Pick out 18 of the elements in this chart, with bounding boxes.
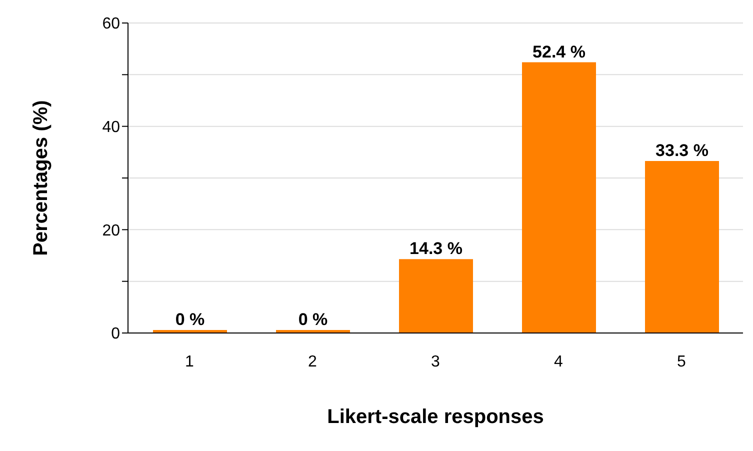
data-label: 0 % <box>175 310 205 329</box>
y-tick-label: 40 <box>102 119 120 136</box>
data-label: 0 % <box>298 310 328 329</box>
y-tick-label: 0 <box>111 326 120 343</box>
data-label: 52.4 % <box>532 42 586 62</box>
x-tick-label: 1 <box>185 353 194 370</box>
data-label: 14.3 % <box>410 239 462 258</box>
data-label: 33.3 % <box>656 140 708 160</box>
x-axis-title: Likert-scale responses <box>327 406 544 428</box>
bar <box>645 160 719 333</box>
bar <box>522 62 596 333</box>
x-tick-label: 4 <box>554 353 564 370</box>
x-tick-label: 2 <box>308 353 318 370</box>
y-tick-label: 60 <box>102 16 120 33</box>
x-tick-label: 5 <box>677 353 686 370</box>
y-axis-title: Percentages (%) <box>30 100 52 256</box>
x-tick-label: 3 <box>431 353 440 370</box>
y-tick-label: 20 <box>102 222 120 240</box>
